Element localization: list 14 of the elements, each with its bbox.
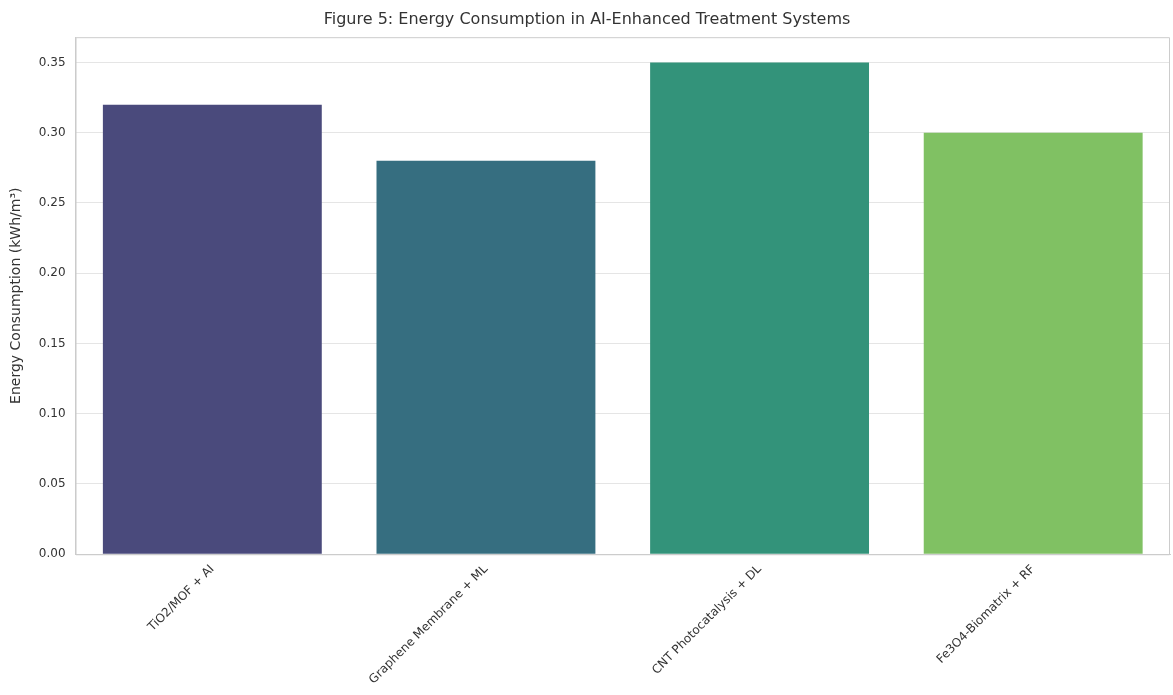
y-tick-label: 0.15 [38,335,66,350]
y-tick-label: 0.30 [38,124,66,139]
bar [650,62,870,554]
bar [923,132,1143,554]
y-tick-label: 0.10 [38,405,66,420]
y-tick-label: 0.25 [38,195,66,210]
y-tick-label: 0.05 [38,476,66,491]
bar [376,160,596,554]
y-tick-label: 0.20 [38,265,66,280]
y-axis-title: Energy Consumption (kWh/m³) [7,187,24,404]
y-tick-label: 0.35 [38,54,66,69]
y-tick-label: 0.00 [38,546,66,561]
bar [102,104,322,554]
chart-title: Figure 5: Energy Consumption in AI-Enhanced Treatment Systems [323,8,851,28]
